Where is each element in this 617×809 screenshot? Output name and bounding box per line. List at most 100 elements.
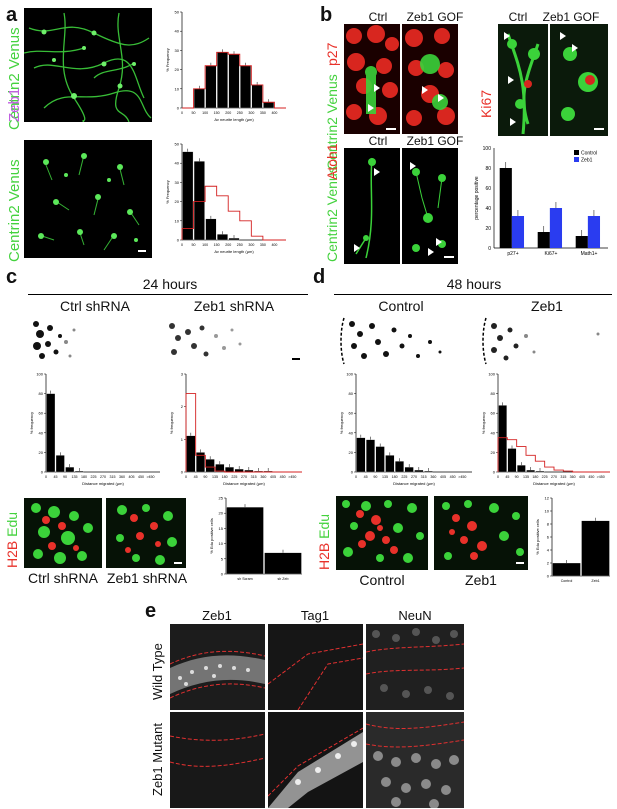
bar [193, 88, 205, 109]
x-tick-label: sh Zeb [278, 577, 289, 581]
wt-tag1-image [268, 624, 363, 710]
panel-c-title: 24 hours [142, 276, 198, 292]
panel-letter-b: b [320, 4, 333, 26]
panel-a-image-ctrl [24, 8, 152, 122]
x-tick-label: 360 [570, 475, 576, 479]
panel-c-h2b-edu-label: H2B Edu [4, 512, 20, 568]
y-tick-label: 80 [485, 166, 491, 172]
bar [537, 232, 550, 248]
panel-c-bottom-left: Ctrl shRNA [27, 570, 98, 586]
x-tick-label: Ki67+ [545, 251, 558, 257]
x-axis-label: Distance migrated (µm) [393, 481, 435, 486]
neuron-cells-image [38, 153, 146, 252]
panel-letter-c: c [6, 266, 18, 288]
y-tick-label: 10 [175, 218, 180, 223]
panel-letter-d: d [313, 266, 326, 288]
panel-b-image-atoh1-ctrl [344, 148, 400, 264]
panel-c-h2b: H2B [4, 540, 20, 568]
panel-e-col-tag1: Tag1 [300, 608, 330, 623]
edu-control-image [342, 500, 424, 563]
y-tick-label: 0 [493, 470, 496, 475]
migration-strip-control [340, 317, 442, 365]
x-tick-label: 135 [523, 475, 529, 479]
atoh1-gof-image [410, 162, 454, 258]
bar [46, 393, 56, 473]
y-tick-label: 0 [488, 246, 491, 252]
y-tick-label: 20 [485, 226, 491, 232]
bar [74, 470, 84, 473]
bar [264, 552, 302, 575]
x-tick-label: 405 [440, 475, 446, 479]
mut-tag1-image [268, 712, 363, 808]
x-tick-label: 0 [181, 111, 183, 115]
bar [587, 216, 601, 248]
y-tick-label: 0 [547, 574, 550, 579]
x-tick-label: 270 [241, 475, 247, 479]
x-tick-label: >450 [288, 475, 296, 479]
x-tick-label: 50 [192, 243, 196, 247]
bar [193, 161, 205, 241]
x-tick-label: 315 [251, 475, 257, 479]
y-tick-label: 15 [219, 526, 224, 531]
y-tick-label: 20 [349, 450, 354, 455]
x-tick-label: 45 [505, 475, 509, 479]
y-axis-label: % frequency [29, 412, 34, 434]
y-axis-label: percentage positive [474, 176, 480, 220]
y-tick-label: 40 [485, 206, 491, 212]
panel-c-image-edu-zeb1 [106, 498, 186, 568]
y-tick-label: 0 [181, 470, 184, 475]
bar [404, 466, 414, 473]
migration-strip-zeb1-d [482, 317, 600, 365]
bar [240, 65, 251, 109]
mut-zeb1-image [170, 712, 265, 808]
x-tick-label: 90 [63, 475, 67, 479]
x-tick-label: 0 [45, 475, 47, 479]
x-tick-label: 450 [450, 475, 456, 479]
x-axis-label: Distance migrated (µm) [223, 481, 265, 486]
x-tick-label: Math1+ [581, 251, 598, 257]
bar [424, 470, 433, 473]
panel-b-image-ki67-gof [550, 24, 608, 136]
y-tick-label: 20 [175, 67, 180, 72]
x-tick-label: 90 [515, 475, 519, 479]
y-axis-label: % frequency [339, 412, 344, 434]
panel-c-histogram-zeb1: 0 1 2 3 0 45 90 135 180 225 270 315 360 405 450 >450 Dis… [164, 370, 306, 492]
y-tick-label: 40 [349, 430, 354, 435]
panel-e-col-zeb1: Zeb1 [202, 608, 232, 623]
y-tick-label: 10 [175, 86, 180, 91]
legend-label: Control [581, 151, 597, 157]
panel-b-bar-chart-svg: 0 20 40 60 80 100 percentage positive p27+ Ki67+… [474, 146, 608, 257]
x-tick-label: 90 [373, 475, 377, 479]
x-tick-label: 315 [421, 475, 427, 479]
y-tick-label: 20 [219, 511, 224, 516]
panel-d-rule [334, 294, 612, 295]
panel-b-bar-chart: 0 20 40 60 80 100 percentage positive p27+ Ki67+… [468, 142, 614, 268]
y-tick-label: 0 [41, 470, 44, 475]
x-tick-label: 225 [542, 475, 548, 479]
bar [356, 437, 366, 473]
y-tick-label: 5 [221, 556, 224, 561]
legend-swatch [574, 150, 579, 155]
x-tick-label: 180 [81, 475, 87, 479]
panel-d-histogram-zeb1-svg: 0 20 40 60 80 100 0 45 90 135 180 225 270 315 360 405 45… [481, 372, 610, 486]
panel-d-edu-bar-chart-svg: 0 2 4 6 8 10 12 Control Zeb1 % Edu positive cells [535, 496, 610, 583]
panel-b-col-ctrl-1: Ctrl [368, 10, 388, 24]
atoh1-ctrl-image [354, 157, 380, 259]
y-tick-label: 50 [175, 10, 180, 15]
panel-b-image-p27-gof [402, 24, 458, 134]
y-tick-label: 100 [346, 372, 353, 377]
x-tick-label: 350 [260, 111, 266, 115]
panel-a-image-zeb1 [24, 140, 152, 258]
y-tick-label: 10 [219, 541, 224, 546]
bar [205, 65, 217, 109]
legend-swatch [574, 157, 579, 162]
panel-c-histogram-ctrl: 0 20 40 60 80 100 0 45 90 135 180 225 270 315 360 405 45… [24, 370, 164, 492]
panel-e-row-mutant: Zeb1 Mutant [150, 723, 165, 796]
panel-a-marker-2-green: Centrin2 Venus [6, 159, 23, 262]
edu-ctrl-image [31, 503, 93, 564]
bar [499, 168, 512, 248]
x-tick-label: 50 [192, 111, 196, 115]
panel-a-histogram-top-svg: 0 10 20 30 40 50 0 50 100 150 200 250 300 350 400 Av ne… [165, 10, 286, 122]
panel-d-image-edu-control [336, 496, 428, 570]
bar [55, 455, 65, 473]
